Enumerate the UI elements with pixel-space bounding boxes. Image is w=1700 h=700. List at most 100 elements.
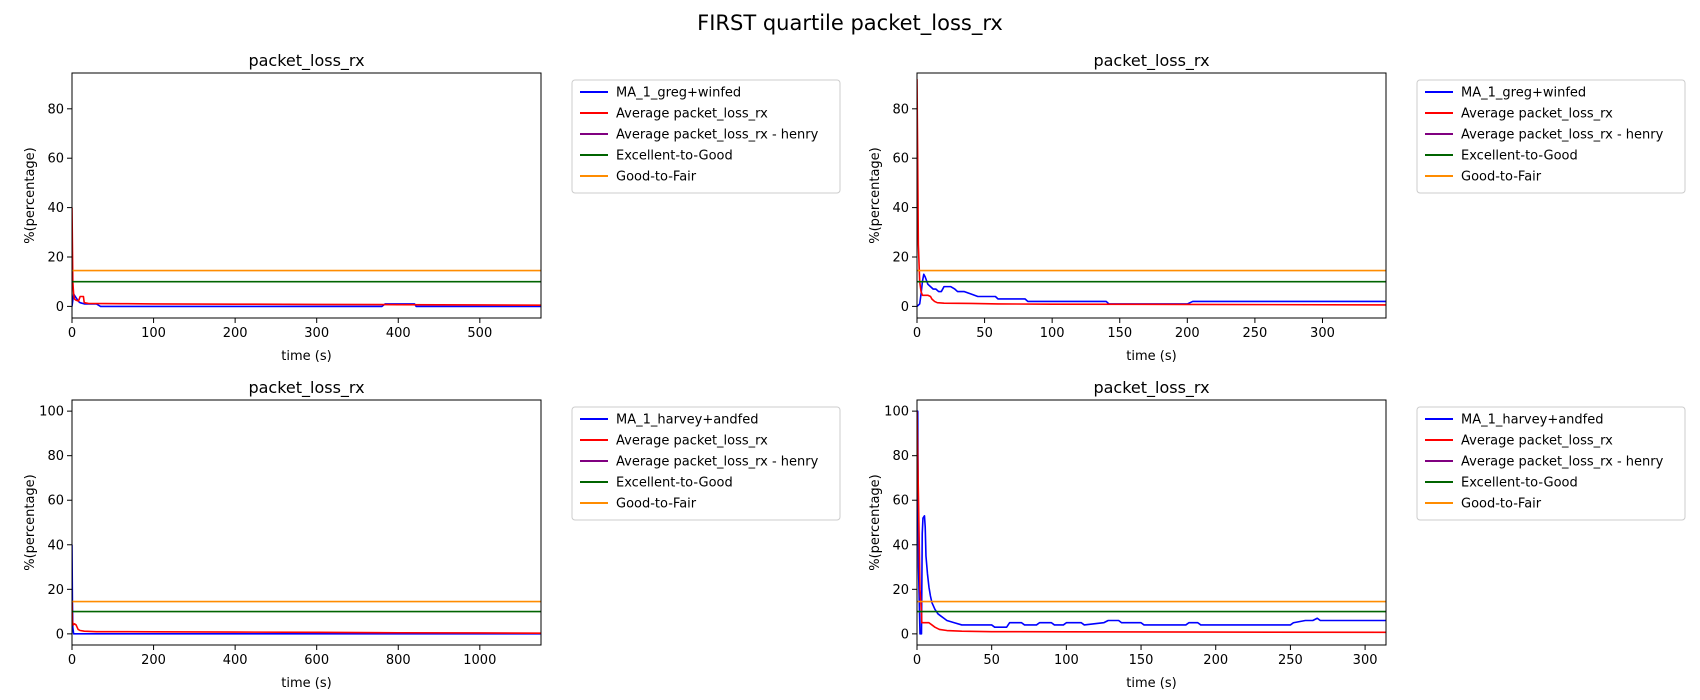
legend-box xyxy=(1416,406,1686,521)
legend-item: Excellent-to-Good xyxy=(1425,149,1578,164)
legend-box xyxy=(571,79,841,194)
subplot-top-left: packet_loss_rx 0 100 200 300 400 500 0 20 40 60 80 t… xyxy=(23,51,841,364)
y-tick-label: 20 xyxy=(47,583,64,598)
legend-item: MA_1_harvey+andfed xyxy=(1425,413,1604,428)
y-tick-label: 40 xyxy=(47,201,64,216)
y-tick-label: 40 xyxy=(47,538,64,553)
y-tick-label: 60 xyxy=(892,494,909,509)
x-tick-label: 0 xyxy=(913,653,921,668)
legend-item: Good-to-Fair xyxy=(580,170,697,185)
x-tick-label: 100 xyxy=(1040,326,1065,341)
axes-frame xyxy=(71,399,542,646)
y-tick-label: 80 xyxy=(892,449,909,464)
panel-title: packet_loss_rx xyxy=(248,378,364,398)
x-tick-label: 50 xyxy=(983,653,1000,668)
y-tick-label: 20 xyxy=(47,250,64,265)
legend-label: Good-to-Fair xyxy=(616,170,697,185)
y-tick-label: 60 xyxy=(892,152,909,167)
y-axis-label: %(percentage) xyxy=(23,147,38,244)
series-line-ma-1-harvey-andfed xyxy=(72,544,541,635)
legend: MA_1_greg+winfed Average packet_loss_rx Av… xyxy=(1416,79,1686,194)
legend-label: MA_1_harvey+andfed xyxy=(616,413,759,428)
y-tick-label: 0 xyxy=(901,627,909,642)
axes-frame xyxy=(71,72,542,319)
x-tick-label: 100 xyxy=(1054,653,1079,668)
x-axis-label: time (s) xyxy=(1126,349,1176,364)
legend-label: Average packet_loss_rx - henry xyxy=(1461,128,1664,143)
legend: MA_1_greg+winfed Average packet_loss_rx Av… xyxy=(571,79,841,194)
subplot-bottom-left: packet_loss_rx 0 200 400 600 800 1000 0 20 40 60 80… xyxy=(23,378,841,691)
legend-label: Excellent-to-Good xyxy=(616,149,733,164)
legend-item: Average packet_loss_rx xyxy=(580,434,768,449)
y-tick-label: 80 xyxy=(47,102,64,117)
x-tick-label: 150 xyxy=(1129,653,1154,668)
legend-label: Excellent-to-Good xyxy=(616,476,733,491)
legend-item: Average packet_loss_rx xyxy=(1425,434,1613,449)
y-tick-label: 40 xyxy=(892,538,909,553)
y-tick-label: 0 xyxy=(56,627,64,642)
legend: MA_1_harvey+andfed Average packet_loss_rx… xyxy=(571,406,841,521)
legend-label: MA_1_harvey+andfed xyxy=(1461,413,1604,428)
figure-title: FIRST quartile packet_loss_rx xyxy=(697,11,1003,36)
y-axis-label: %(percentage) xyxy=(868,147,883,244)
legend-item: MA_1_harvey+andfed xyxy=(580,413,759,428)
legend-item: Excellent-to-Good xyxy=(1425,476,1578,491)
y-tick-label: 20 xyxy=(892,250,909,265)
x-tick-label: 800 xyxy=(386,653,411,668)
x-axis-label: time (s) xyxy=(281,676,331,691)
series-line-ma-1-greg-winfed xyxy=(917,273,1386,307)
series-line-average-packet-loss-rx xyxy=(72,600,541,635)
x-tick-label: 0 xyxy=(913,326,921,341)
subplot-bottom-right: packet_loss_rx 0 50 100 150 200 250 300 0 20 40 60 8… xyxy=(868,378,1686,691)
x-tick-label: 600 xyxy=(304,653,329,668)
panel-title: packet_loss_rx xyxy=(1093,378,1209,398)
x-tick-label: 0 xyxy=(68,653,76,668)
legend-label: Good-to-Fair xyxy=(1461,170,1542,185)
x-tick-label: 500 xyxy=(467,326,492,341)
x-tick-label: 200 xyxy=(1175,326,1200,341)
y-tick-label: 100 xyxy=(884,405,909,420)
legend-item: Good-to-Fair xyxy=(580,497,697,512)
x-tick-label: 200 xyxy=(223,326,248,341)
legend-item: Average packet_loss_rx - henry xyxy=(580,455,819,470)
legend-label: MA_1_greg+winfed xyxy=(1461,86,1586,101)
legend-item: Average packet_loss_rx - henry xyxy=(1425,128,1664,143)
legend-label: Average packet_loss_rx xyxy=(1461,434,1613,449)
legend-box xyxy=(1416,79,1686,194)
legend-label: Excellent-to-Good xyxy=(1461,476,1578,491)
legend-label: Average packet_loss_rx - henry xyxy=(616,455,819,470)
x-tick-label: 300 xyxy=(1353,653,1378,668)
legend-item: Average packet_loss_rx xyxy=(580,107,768,122)
legend-label: Average packet_loss_rx - henry xyxy=(616,128,819,143)
series-line-ma-1-harvey-andfed xyxy=(917,410,1386,635)
x-tick-label: 200 xyxy=(141,653,166,668)
axes-frame xyxy=(916,399,1387,646)
panel-title: packet_loss_rx xyxy=(1093,51,1209,71)
x-tick-label: 50 xyxy=(976,326,993,341)
x-tick-label: 300 xyxy=(1310,326,1335,341)
legend-label: Good-to-Fair xyxy=(1461,497,1542,512)
plot-area xyxy=(72,207,541,308)
axes-frame xyxy=(916,72,1387,319)
x-tick-label: 400 xyxy=(386,326,411,341)
legend-item: Average packet_loss_rx xyxy=(1425,107,1613,122)
x-tick-label: 200 xyxy=(1203,653,1228,668)
x-tick-label: 300 xyxy=(304,326,329,341)
y-tick-label: 40 xyxy=(892,201,909,216)
series-line-average-packet-loss-rx xyxy=(72,207,541,306)
legend-item: Average packet_loss_rx - henry xyxy=(1425,455,1664,470)
x-axis-label: time (s) xyxy=(281,349,331,364)
legend-label: Average packet_loss_rx xyxy=(616,107,768,122)
legend-label: Excellent-to-Good xyxy=(1461,149,1578,164)
x-tick-label: 0 xyxy=(68,326,76,341)
x-tick-label: 1000 xyxy=(463,653,496,668)
legend-label: Average packet_loss_rx - henry xyxy=(1461,455,1664,470)
y-tick-label: 80 xyxy=(47,449,64,464)
x-tick-label: 100 xyxy=(141,326,166,341)
x-tick-label: 400 xyxy=(223,653,248,668)
plot-area xyxy=(917,410,1386,635)
y-tick-label: 20 xyxy=(892,583,909,598)
legend-label: MA_1_greg+winfed xyxy=(616,86,741,101)
y-tick-label: 0 xyxy=(56,300,64,315)
